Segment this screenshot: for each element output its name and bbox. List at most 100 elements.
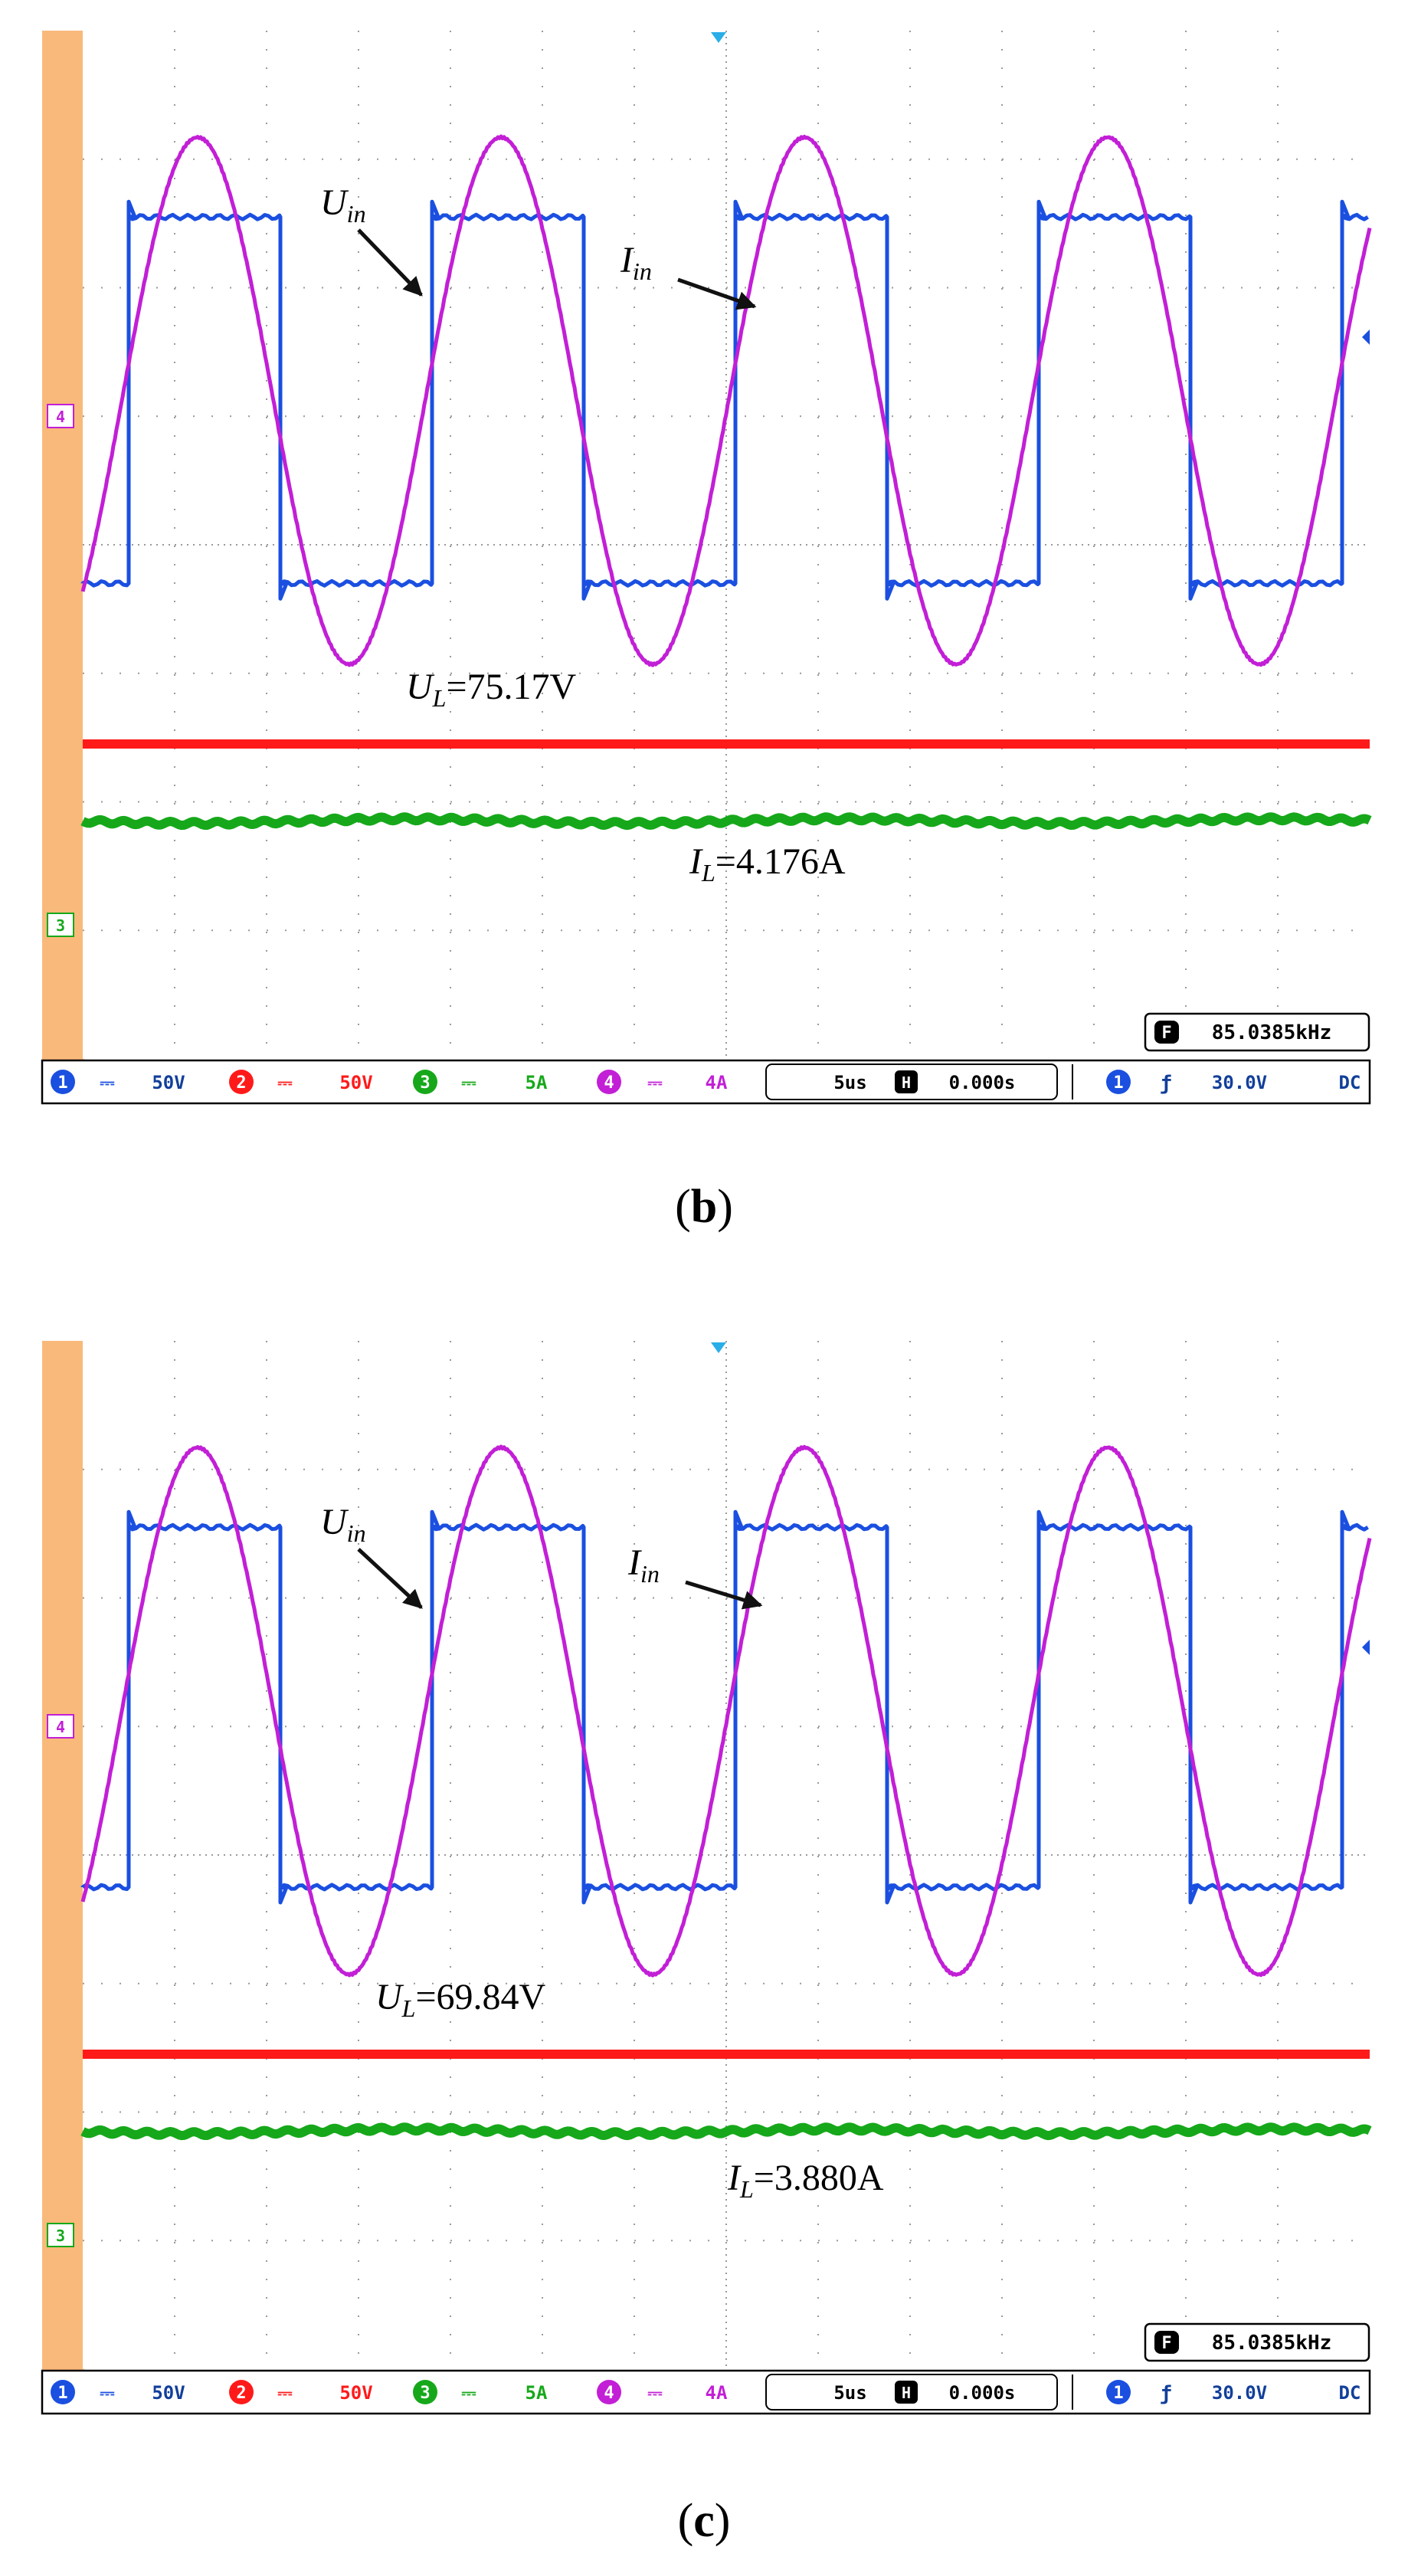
svg-text:85.0385kHz: 85.0385kHz xyxy=(1212,1021,1332,1044)
iin-label: Iin xyxy=(620,240,652,285)
svg-text:ƒ: ƒ xyxy=(1160,1072,1172,1095)
status-ch4: 4 ⎓ 4A xyxy=(597,1070,728,1094)
svg-text:4: 4 xyxy=(604,1073,614,1093)
svg-text:UL=75.17V: UL=75.17V xyxy=(406,667,577,712)
ul-label: UL=75.17V xyxy=(406,667,577,712)
svg-text:⎓: ⎓ xyxy=(277,1072,292,1093)
svg-text:5us: 5us xyxy=(833,2382,866,2404)
svg-text:Iin: Iin xyxy=(627,1542,660,1588)
svg-text:H: H xyxy=(902,2384,911,2402)
waveform-traces xyxy=(80,1444,1372,2141)
svg-text:50V: 50V xyxy=(339,1072,372,1093)
svg-text:2: 2 xyxy=(236,2384,246,2403)
svg-text:5us: 5us xyxy=(833,1072,866,1093)
svg-text:85.0385kHz: 85.0385kHz xyxy=(1212,2332,1332,2355)
ch3-ground-marker: 3 xyxy=(47,913,74,937)
svg-text:4A: 4A xyxy=(706,1072,728,1093)
panel-caption: (c) xyxy=(678,2495,731,2547)
uin-arrow xyxy=(357,228,423,297)
panel-caption: (b) xyxy=(675,1181,733,1233)
frequency-readout: F 85.0385kHz xyxy=(1144,1012,1370,1052)
trace-il xyxy=(80,812,1372,831)
uin-label: Uin xyxy=(320,182,366,228)
trigger-position-marker xyxy=(711,32,726,43)
il-label: IL=4.176A xyxy=(689,841,846,887)
svg-text:0.000s: 0.000s xyxy=(949,2382,1016,2404)
svg-text:IL=4.176A: IL=4.176A xyxy=(689,841,846,887)
scope-panel-b: 4 3 Uin Iin UL=75.17V IL=4.176A xyxy=(41,31,1372,1233)
svg-text:H: H xyxy=(902,1073,911,1092)
iin-arrow xyxy=(685,1580,763,1610)
svg-text:50V: 50V xyxy=(339,2382,372,2404)
svg-text:2: 2 xyxy=(236,1073,246,1093)
svg-text:50V: 50V xyxy=(152,2382,185,2404)
svg-text:3: 3 xyxy=(420,1073,430,1093)
svg-text:UL=69.84V: UL=69.84V xyxy=(375,1977,546,2022)
frequency-readout: F 85.0385kHz xyxy=(1144,2322,1370,2362)
trace-uin xyxy=(80,199,1369,601)
svg-text:30.0V: 30.0V xyxy=(1212,1072,1267,1093)
svg-text:4: 4 xyxy=(56,408,65,426)
status-timebase: 5us H 0.000s xyxy=(765,1064,1058,1100)
svg-text:3: 3 xyxy=(420,2384,430,2403)
ul-label: UL=69.84V xyxy=(375,1977,546,2022)
uin-arrow xyxy=(357,1548,423,1609)
svg-text:50V: 50V xyxy=(152,1072,185,1093)
status-ch1: 1 ⎓ 50V xyxy=(51,1070,185,1094)
status-ch2: 2 ⎓ 50V xyxy=(229,1070,373,1094)
svg-text:⎓: ⎓ xyxy=(647,1072,662,1093)
svg-text:1: 1 xyxy=(57,2384,67,2403)
svg-text:4A: 4A xyxy=(706,2382,728,2404)
svg-text:Uin: Uin xyxy=(320,182,366,228)
svg-text:5A: 5A xyxy=(526,1072,548,1093)
svg-text:DC: DC xyxy=(1339,1072,1361,1093)
trace-uin xyxy=(80,1509,1369,1905)
svg-text:F: F xyxy=(1161,1024,1171,1043)
svg-text:1: 1 xyxy=(1113,2384,1123,2403)
svg-text:⎓: ⎓ xyxy=(461,1072,476,1093)
svg-text:Uin: Uin xyxy=(320,1502,366,1547)
svg-text:⎓: ⎓ xyxy=(100,2382,114,2404)
trace-iin xyxy=(80,134,1372,667)
ch3-ground-marker: 3 xyxy=(47,2223,74,2247)
status-ch1: 1 ⎓ 50V xyxy=(51,2380,185,2404)
ch4-ground-marker: 4 xyxy=(47,404,74,428)
svg-text:0.000s: 0.000s xyxy=(949,1072,1016,1093)
status-trigger: 1 ƒ 30.0V DC xyxy=(1072,2374,1361,2410)
svg-text:⎓: ⎓ xyxy=(461,2382,476,2404)
trigger-level-marker xyxy=(1362,1640,1370,1655)
svg-text:Iin: Iin xyxy=(620,240,652,285)
svg-text:4: 4 xyxy=(56,1718,65,1736)
scope-panel-c: 4 3 Uin Iin UL=69.84V IL=3.880A xyxy=(41,1341,1372,2547)
svg-text:⎓: ⎓ xyxy=(647,2382,662,2404)
status-timebase: 5us H 0.000s xyxy=(765,2374,1058,2410)
waveform-traces xyxy=(80,134,1372,831)
iin-label: Iin xyxy=(627,1542,660,1588)
svg-text:4: 4 xyxy=(604,2384,614,2403)
svg-text:⎓: ⎓ xyxy=(100,1072,114,1093)
uin-label: Uin xyxy=(320,1502,366,1547)
svg-text:DC: DC xyxy=(1339,2382,1361,2404)
status-bar: 1 ⎓ 50V 2 ⎓ 50V 3 ⎓ 5A 4 ⎓ 4A xyxy=(41,1059,1371,1105)
svg-text:5A: 5A xyxy=(526,2382,548,2404)
status-bar: 1 ⎓ 50V 2 ⎓ 50V 3 ⎓ 5A 4 ⎓ 4A xyxy=(41,2369,1371,2415)
trigger-position-marker xyxy=(711,1342,726,1353)
il-label: IL=3.880A xyxy=(727,2158,884,2203)
svg-text:1: 1 xyxy=(57,1073,67,1093)
svg-text:3: 3 xyxy=(56,916,65,935)
status-ch3: 3 ⎓ 5A xyxy=(413,2380,548,2404)
status-trigger: 1 ƒ 30.0V DC xyxy=(1072,1064,1361,1100)
status-ch4: 4 ⎓ 4A xyxy=(597,2380,728,2404)
svg-text:ƒ: ƒ xyxy=(1160,2382,1172,2405)
left-channel-bar xyxy=(42,1341,84,2375)
svg-text:30.0V: 30.0V xyxy=(1212,2382,1267,2404)
trace-il xyxy=(80,2122,1372,2141)
svg-text:3: 3 xyxy=(56,2227,65,2245)
trigger-level-marker xyxy=(1362,329,1370,345)
svg-text:1: 1 xyxy=(1113,1073,1123,1093)
ch4-ground-marker: 4 xyxy=(47,1714,74,1739)
svg-text:⎓: ⎓ xyxy=(277,2382,292,2404)
iin-arrow xyxy=(677,277,757,310)
svg-text:F: F xyxy=(1161,2334,1171,2353)
